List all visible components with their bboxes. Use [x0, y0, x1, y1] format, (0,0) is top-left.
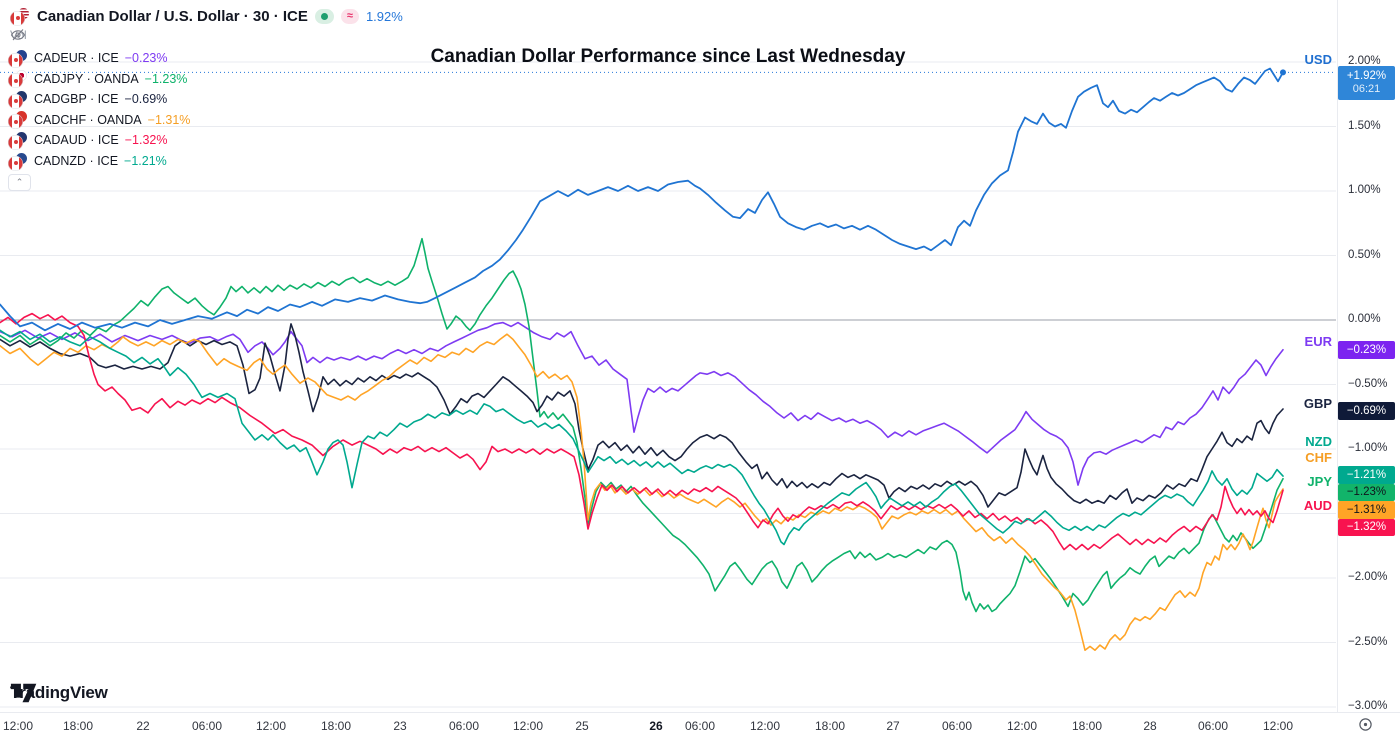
y-axis-label: 2.00%	[1348, 55, 1381, 67]
symbol-title[interactable]: Canadian Dollar / U.S. Dollar · 30 · ICE	[37, 7, 308, 25]
y-axis-label: 1.00%	[1348, 184, 1381, 196]
series-end-label-AUD: AUD	[1303, 498, 1332, 513]
currency-pair-flag-icon	[8, 89, 28, 109]
currency-pair-flag-icon	[8, 69, 28, 89]
x-axis-label: 12:00	[749, 719, 781, 733]
eye-off-icon[interactable]	[10, 28, 26, 42]
symbol-change-percent: 1.92%	[365, 8, 403, 24]
price-badge-AUD: −1.32%	[1338, 518, 1395, 536]
x-axis-label: 06:00	[191, 719, 223, 733]
x-axis-label: 26	[649, 719, 663, 733]
x-axis-label: 18:00	[62, 719, 94, 733]
legend-change-value: −0.69%	[124, 92, 168, 107]
price-badge-GBP: −0.69%	[1338, 402, 1395, 420]
currency-pair-flag-icon	[8, 48, 28, 68]
series-line-EUR[interactable]	[0, 321, 1284, 486]
currency-pair-flag-icon	[8, 110, 28, 130]
series-line-USD[interactable]	[0, 67, 1284, 332]
chart-title: Canadian Dollar Performance since Last W…	[430, 46, 906, 67]
legend-item-CADAUD[interactable]: CADAUD · ICE −1.32%	[8, 130, 167, 150]
legend-change-value: −0.23%	[124, 51, 168, 65]
x-axis-label: 22	[136, 719, 150, 733]
series-end-label-JPY: JPY	[1307, 474, 1332, 489]
legend-change-value: −1.31%	[147, 112, 191, 127]
x-axis-label: 12:00	[512, 719, 544, 733]
legend-symbol-label: CADGBP · ICE	[34, 92, 119, 107]
series-line-JPY[interactable]	[0, 237, 1284, 613]
tradingview-logo-icon	[10, 683, 37, 703]
legend-item-CADEUR[interactable]: CADEUR · ICE −0.23%	[8, 48, 167, 68]
series-end-label-EUR: EUR	[1304, 334, 1332, 349]
y-axis-label: −0.50%	[1348, 377, 1388, 390]
series-end-label-USD: USD	[1304, 52, 1332, 67]
x-axis-label: 06:00	[941, 719, 973, 733]
legend-symbol-label: CADAUD · ICE	[34, 133, 119, 148]
series-line-AUD[interactable]	[0, 312, 1284, 551]
y-axis-label: −3.00%	[1348, 700, 1388, 712]
x-axis-label: 12:00	[2, 719, 34, 733]
legend-item-CADJPY[interactable]: CADJPY · OANDA −1.23%	[8, 69, 187, 89]
legend-change-value: −1.23%	[144, 71, 188, 86]
series-end-label-NZD: NZD	[1305, 434, 1332, 449]
x-axis-label: 18:00	[814, 719, 846, 733]
price-badge-CHF: −1.31%	[1338, 501, 1395, 519]
series-line-CHF[interactable]	[0, 333, 1284, 652]
y-axis-label: 0.00%	[1348, 313, 1381, 325]
price-badge-JPY: −1.23%	[1338, 483, 1395, 501]
time-axis-separator	[0, 712, 1400, 713]
x-axis-label: 18:00	[320, 719, 352, 733]
x-axis-label: 23	[393, 719, 407, 733]
legend-change-value: −1.21%	[124, 154, 167, 168]
legend-item-CADGBP[interactable]: CADGBP · ICE −0.69%	[8, 89, 167, 109]
volume-indicator-row[interactable]: Vol	[10, 28, 27, 42]
series-end-label-CHF: CHF	[1305, 450, 1332, 465]
legend-item-CADCHF[interactable]: CADCHF · OANDA −1.31%	[8, 110, 190, 130]
price-badge-NZD: −1.21%	[1338, 466, 1395, 484]
legend-item-CADNZD[interactable]: CADNZD · ICE −1.21%	[8, 151, 167, 171]
x-axis-label: 18:00	[1071, 719, 1103, 733]
y-axis-label: 1.50%	[1348, 119, 1381, 132]
legend-symbol-label: CADEUR · ICE	[34, 51, 119, 65]
currency-pair-flag-icon	[8, 151, 28, 171]
x-axis-label: 12:00	[1006, 719, 1038, 733]
x-axis-label: 25	[575, 719, 589, 733]
price-badge-USD: +1.92% 06:21	[1338, 66, 1395, 100]
x-axis-label: 06:00	[1197, 719, 1229, 733]
y-axis-label: 0.50%	[1348, 248, 1381, 261]
x-axis-label: 12:00	[255, 719, 287, 733]
x-axis-label: 06:00	[684, 719, 716, 733]
series-line-GBP[interactable]	[0, 323, 1284, 508]
price-badge-EUR: −0.23%	[1338, 341, 1395, 359]
y-axis-label: −2.00%	[1348, 571, 1388, 583]
x-axis-label: 27	[886, 719, 900, 733]
tradingview-logo[interactable]: TradingView	[10, 683, 108, 703]
x-axis-label: 28	[1143, 719, 1157, 733]
axis-settings-icon[interactable]	[1358, 717, 1378, 737]
price-axis-separator	[1337, 0, 1338, 712]
market-status-icon[interactable]	[314, 8, 334, 24]
x-axis-label: 06:00	[448, 719, 480, 733]
series-end-label-GBP: GBP	[1303, 396, 1332, 411]
x-axis-label: 12:00	[1262, 719, 1294, 733]
cad-usd-flag-icon	[10, 6, 30, 26]
symbol-header[interactable]: Canadian Dollar / U.S. Dollar · 30 · ICE…	[10, 6, 403, 26]
legend-collapse-button[interactable]: ⌃	[8, 174, 31, 191]
y-axis-label: −2.50%	[1348, 635, 1388, 648]
legend-symbol-label: CADCHF · OANDA	[34, 112, 142, 127]
currency-pair-flag-icon	[8, 130, 28, 150]
approx-price-icon[interactable]: ≈	[340, 8, 359, 24]
y-axis-label: −1.00%	[1348, 442, 1388, 454]
legend-change-value: −1.32%	[124, 133, 168, 148]
legend-symbol-label: CADJPY · OANDA	[34, 71, 139, 86]
series-line-NZD[interactable]	[0, 329, 1284, 546]
last-price-dot	[1280, 69, 1286, 76]
legend-symbol-label: CADNZD · ICE	[34, 154, 119, 168]
